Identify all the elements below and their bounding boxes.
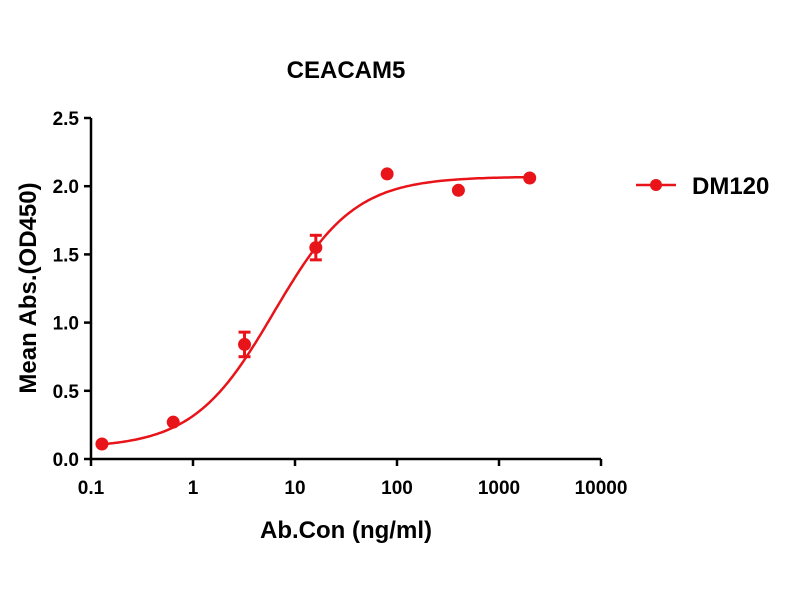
legend-marker <box>650 179 662 191</box>
x-tick-label: 10000 <box>575 478 628 499</box>
data-point <box>166 415 180 429</box>
axes: 0.0 0.5 1.0 1.5 2.0 2.5 0.1 1 10 100 1000 10000 <box>53 109 628 499</box>
data-point <box>523 171 537 185</box>
y-tick-label: 0.0 <box>53 450 79 471</box>
chart-title: CEACAM5 <box>287 57 406 84</box>
y-tick-label: 1.5 <box>53 245 80 266</box>
fit-curve-group <box>98 175 530 446</box>
data-point <box>380 167 394 181</box>
y-tick-label: 0.5 <box>53 382 80 403</box>
legend: DM120 <box>636 173 769 200</box>
x-axis-label: Ab.Con (ng/ml) <box>260 517 432 544</box>
x-tick-label: 100 <box>381 478 413 499</box>
legend-label: DM120 <box>692 173 769 200</box>
data-point <box>95 437 109 451</box>
y-tick-label: 2.0 <box>53 177 79 198</box>
x-tick-label: 10 <box>284 478 305 499</box>
y-tick-label: 1.0 <box>53 314 79 335</box>
x-tick-label: 0.1 <box>78 478 105 499</box>
y-tick-label: 2.5 <box>53 109 80 130</box>
data-point <box>451 183 465 197</box>
data-points <box>95 167 537 451</box>
fit-curve <box>98 175 530 446</box>
y-axis-label: Mean Abs.(OD450) <box>15 182 42 393</box>
data-point <box>309 241 323 255</box>
x-tick-label: 1 <box>188 478 199 499</box>
data-point <box>238 337 252 351</box>
x-tick-label: 1000 <box>478 478 520 499</box>
